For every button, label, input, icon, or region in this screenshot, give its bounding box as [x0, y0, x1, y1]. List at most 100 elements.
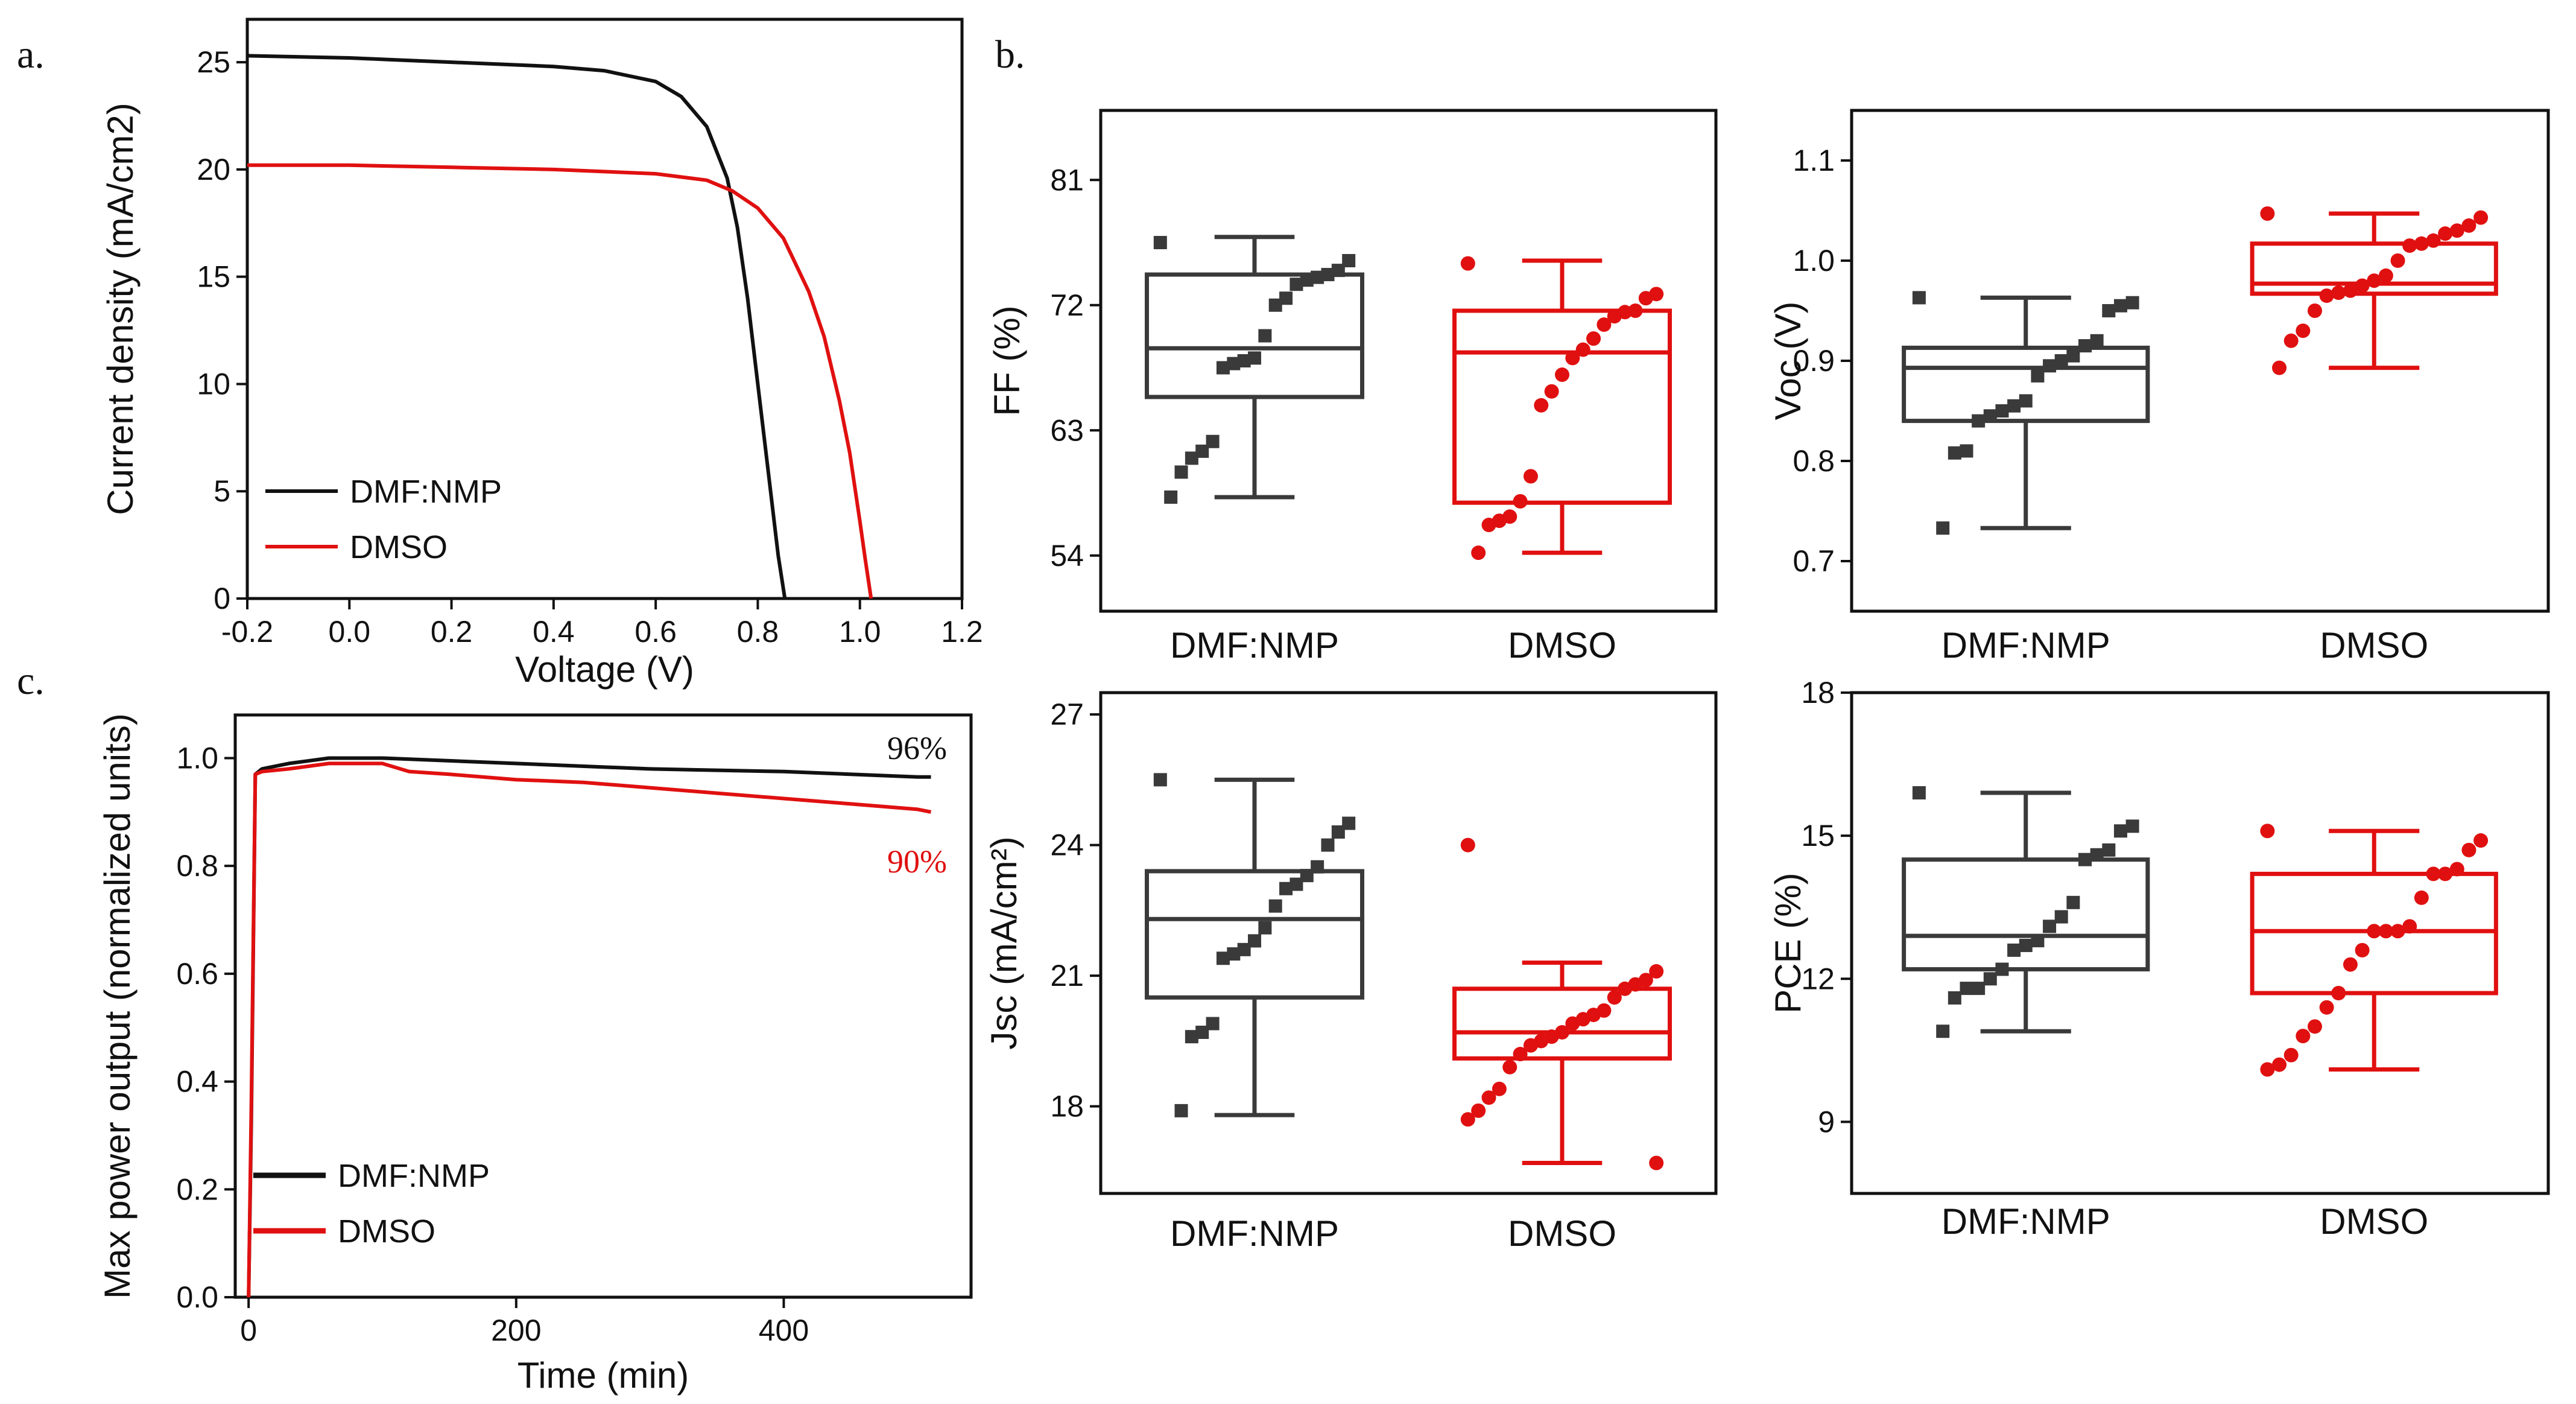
y-tick-label: 18	[1050, 1090, 1084, 1123]
data-point	[1618, 981, 1633, 996]
y-tick-label: 15	[197, 260, 230, 294]
data-point	[1555, 367, 1569, 383]
data-point	[2066, 895, 2080, 909]
data-point	[1638, 291, 1653, 306]
x-tick-label: 200	[491, 1313, 541, 1347]
data-point	[2090, 334, 2104, 348]
data-point	[1153, 236, 1167, 250]
y-tick-label: 0	[214, 582, 230, 615]
data-point	[1983, 409, 1997, 423]
chart-a: -0.2 0.0 0.2 0.4 0.6 0.8 1.0 1.2 Voltage (V) 0 5 10…	[17, 17, 983, 690]
y-tick-label: 27	[1050, 697, 1084, 731]
data-point	[1471, 545, 1486, 561]
data-point	[1972, 982, 1986, 996]
y-tick-label: 0.4	[176, 1065, 218, 1099]
chart-b-ff: 54 63 72 81 FF (%) DMF:NMP DMSO b.	[987, 33, 1718, 665]
data-point	[1195, 1025, 1209, 1039]
data-point	[2414, 236, 2429, 251]
y-axis-label: Max power output (normalized units)	[97, 713, 138, 1298]
legend-label: DMSO	[350, 529, 448, 565]
data-point	[2402, 238, 2417, 253]
x-tick-label: 0.6	[635, 615, 677, 649]
data-point	[2054, 354, 2068, 367]
data-point	[1575, 342, 1590, 357]
box-dmso	[1452, 256, 1672, 561]
data-point	[1948, 991, 1961, 1005]
data-point	[2260, 206, 2275, 221]
data-point	[1960, 444, 1973, 458]
iqr-box	[2250, 241, 2498, 296]
x-tick-label: 1.0	[839, 615, 881, 649]
data-point	[1342, 816, 1356, 830]
data-point	[1649, 964, 1664, 979]
y-tick-label: 0.9	[1793, 344, 1835, 378]
panel-label: c.	[17, 659, 45, 703]
data-point	[1513, 1047, 1528, 1062]
data-point	[1565, 351, 1580, 366]
box-dmf-nmp	[1145, 235, 1364, 504]
data-point	[1523, 469, 1538, 484]
series-line-dmso	[247, 761, 932, 1298]
x-category-label: DMF:NMP	[1170, 625, 1339, 665]
chart-c: 0 200 400 Time (min) 0.0 0.2 0.4 0.6 0.8 1.0 Max p…	[17, 659, 973, 1396]
data-point	[1227, 947, 1241, 961]
plot-frame	[1099, 691, 1718, 1195]
data-point	[1936, 521, 1950, 535]
iqr-box	[1452, 986, 1672, 1061]
y-tick-label: 15	[1801, 819, 1835, 853]
y-tick-label: 81	[1050, 163, 1084, 197]
data-point	[1972, 414, 1986, 428]
panels-layer: -0.2 0.0 0.2 0.4 0.6 0.8 1.0 1.2 Voltage (V) 0 5 10…	[17, 17, 2550, 1396]
x-tick-label: -0.2	[221, 615, 273, 649]
data-point	[2367, 924, 2382, 939]
data-point	[2125, 296, 2139, 310]
data-point	[2031, 934, 2045, 948]
data-point	[1237, 942, 1251, 956]
data-point	[2319, 1000, 2334, 1015]
y-tick-label: 18	[1801, 676, 1835, 710]
data-point	[2331, 986, 2346, 1000]
data-point	[1216, 951, 1230, 965]
data-point	[1649, 1155, 1664, 1171]
x-tick-label: 0.0	[329, 615, 371, 649]
x-category-label: DMF:NMP	[1941, 625, 2110, 665]
y-tick-label: 12	[1801, 962, 1835, 996]
data-point	[1460, 256, 1475, 271]
data-point	[1227, 357, 1241, 370]
iqr-box	[2250, 871, 2498, 996]
data-point	[2113, 299, 2127, 313]
data-point	[1460, 1112, 1475, 1127]
y-tick-label: 20	[197, 153, 230, 186]
iqr-box	[1145, 272, 1364, 399]
data-point	[2296, 323, 2311, 338]
y-tick-label: 9	[1818, 1105, 1835, 1139]
data-point	[2402, 919, 2417, 934]
data-point	[1174, 465, 1188, 479]
data-point	[2307, 1019, 2322, 1034]
data-point	[2461, 842, 2476, 857]
data-point	[2355, 278, 2370, 293]
data-point	[1321, 268, 1335, 282]
data-point	[2090, 848, 2104, 862]
data-point	[2438, 866, 2453, 881]
iqr-box	[1145, 869, 1364, 1000]
data-point	[1534, 398, 1549, 413]
y-tick-label: 24	[1050, 828, 1084, 862]
chart-b-voc: 0.7 0.8 0.9 1.0 1.1 Voc (V) DMF:NMP DMSO	[1768, 109, 2550, 665]
data-point	[2054, 910, 2068, 924]
y-tick-label: 1.1	[1793, 144, 1835, 177]
data-point	[1321, 838, 1335, 852]
data-point	[2043, 920, 2057, 933]
data-point	[2078, 339, 2092, 353]
chart-b-jsc: 18 21 24 27 Jsc (mA/cm²) DMF:NMP DMSO	[984, 691, 1718, 1254]
data-point	[1936, 1024, 1950, 1038]
x-category-label: DMSO	[1508, 625, 1616, 665]
data-point	[1279, 881, 1293, 895]
data-point	[2367, 273, 2382, 288]
panel-label: a.	[17, 33, 45, 77]
box-dmf-nmp	[1902, 786, 2150, 1038]
data-point	[2031, 369, 2045, 383]
box-dmf-nmp	[1902, 291, 2150, 535]
data-point	[1597, 317, 1612, 332]
data-point	[1607, 990, 1622, 1005]
